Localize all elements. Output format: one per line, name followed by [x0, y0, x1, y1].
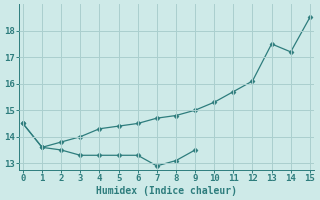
X-axis label: Humidex (Indice chaleur): Humidex (Indice chaleur) [96, 186, 237, 196]
